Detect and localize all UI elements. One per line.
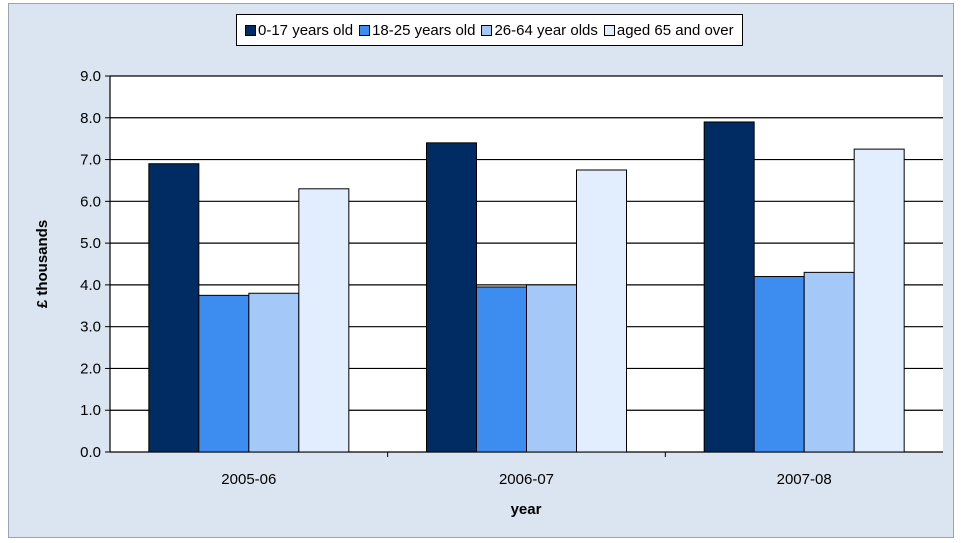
legend-swatch bbox=[359, 24, 371, 36]
chart-frame: 0.0 1.0 2.0 3.0 4.0 5.0 6.0 7.0 8.0 9.0 2005-06 200… bbox=[8, 3, 954, 538]
y-tick-label: 9.0 bbox=[80, 68, 101, 85]
legend-label: 0-17 years old bbox=[258, 21, 354, 39]
y-axis-title: £ thousands bbox=[34, 220, 51, 308]
y-tick-label: 3.0 bbox=[80, 319, 101, 336]
y-tick-label: 7.0 bbox=[80, 152, 101, 169]
y-tick-label: 6.0 bbox=[80, 193, 101, 210]
bar bbox=[703, 121, 755, 453]
axis-labels: 0.0 1.0 2.0 3.0 4.0 5.0 6.0 7.0 8.0 9.0 2005-06 200… bbox=[80, 68, 832, 488]
bar bbox=[198, 294, 250, 453]
bar bbox=[526, 284, 577, 453]
y-tick-label: 2.0 bbox=[80, 360, 101, 377]
legend-item: aged 65 and over bbox=[603, 21, 734, 39]
bar bbox=[853, 148, 905, 453]
legend: 0-17 years old 18-25 years old 26-64 yea… bbox=[236, 14, 743, 46]
bar bbox=[426, 142, 477, 453]
y-tick-label: 5.0 bbox=[80, 235, 101, 252]
legend-swatch bbox=[603, 24, 615, 36]
bar bbox=[576, 169, 627, 453]
y-tick-label: 4.0 bbox=[80, 277, 101, 294]
bar bbox=[298, 188, 350, 453]
bars bbox=[148, 121, 905, 453]
legend-label: 18-25 years old bbox=[372, 21, 476, 39]
y-tick-label: 8.0 bbox=[80, 110, 101, 127]
legend-swatch bbox=[245, 24, 256, 36]
x-axis-title: year bbox=[511, 501, 542, 518]
legend-label: aged 65 and over bbox=[616, 21, 734, 39]
bar bbox=[476, 286, 527, 453]
legend-item: 0-17 years old bbox=[245, 22, 353, 39]
bar bbox=[248, 292, 300, 453]
legend-item: 26-64 year olds bbox=[481, 21, 598, 39]
y-tick-label: 1.0 bbox=[80, 402, 101, 419]
legend-label: 26-64 year olds bbox=[494, 21, 598, 39]
legend-item: 18-25 years old bbox=[359, 22, 475, 39]
bar bbox=[148, 163, 200, 453]
x-tick-label: 2005-06 bbox=[221, 471, 276, 488]
bar bbox=[753, 276, 805, 453]
x-tick-label: 2007-08 bbox=[777, 471, 832, 488]
y-tick-label: 0.0 bbox=[80, 444, 101, 461]
x-tick-label: 2006-07 bbox=[499, 471, 554, 488]
legend-swatch bbox=[481, 24, 493, 36]
bar-chart: 0.0 1.0 2.0 3.0 4.0 5.0 6.0 7.0 8.0 9.0 2005-06 200… bbox=[34, 68, 943, 518]
bar bbox=[803, 271, 855, 453]
